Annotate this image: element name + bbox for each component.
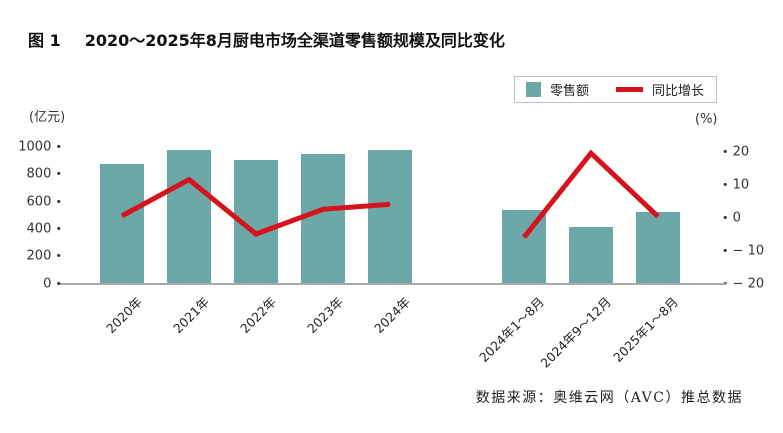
retail-bar — [502, 209, 546, 284]
left-axis-unit: (亿元) — [29, 110, 66, 125]
figure-title: 图 1 2020～2025年8月厨电市场全渠道零售额规模及同比变化 — [28, 27, 505, 51]
chart-legend: 零售额 同比增长 — [514, 76, 717, 103]
data-source-note: 数据来源：奥维云网（AVC）推总数据 — [475, 390, 743, 406]
left-axis-tick: 200 • — [26, 248, 62, 264]
x-axis-label: 2025年1～8月 — [609, 294, 681, 365]
left-axis-tick: 0 • — [43, 276, 62, 291]
x-axis-label: 2024年1～8月 — [475, 294, 547, 365]
x-axis-label: 2021年 — [169, 294, 212, 337]
legend-bar-swatch-icon — [526, 82, 541, 97]
x-axis-label: 2022年 — [236, 294, 279, 337]
right-axis-tick: • 20 — [722, 144, 750, 159]
right-axis-tick: • − 10 — [722, 243, 765, 258]
x-axis-label: 2020年 — [102, 294, 145, 337]
legend-yoy-label: 同比增长 — [652, 84, 705, 99]
right-axis-tick: • 10 — [722, 177, 750, 192]
retail-bar — [301, 154, 345, 284]
legend-retail-label: 零售额 — [550, 84, 590, 99]
legend-line-swatch-icon — [616, 87, 644, 92]
left-axis-tick: 800 • — [26, 166, 62, 182]
retail-bar — [167, 150, 211, 284]
right-axis-tick: • 0 — [722, 210, 741, 225]
x-axis-line — [60, 282, 726, 285]
right-axis-unit: (%) — [695, 112, 718, 127]
retail-bar — [569, 226, 613, 284]
x-axis-label: 2024年 — [370, 294, 413, 337]
figure-number: 图 1 — [28, 31, 61, 50]
retail-bar — [636, 211, 680, 284]
x-axis-label: 2023年 — [303, 294, 346, 337]
left-axis-tick: 600 • — [26, 194, 62, 210]
retail-bar — [368, 150, 412, 284]
right-axis-tick: • − 20 — [722, 276, 765, 291]
figure-title-text: 2020～2025年8月厨电市场全渠道零售额规模及同比变化 — [84, 31, 505, 50]
retail-bar — [234, 159, 278, 284]
left-axis-tick: 400 • — [26, 221, 62, 237]
left-axis-tick: 1000 • — [18, 139, 62, 155]
retail-bar — [100, 163, 144, 284]
